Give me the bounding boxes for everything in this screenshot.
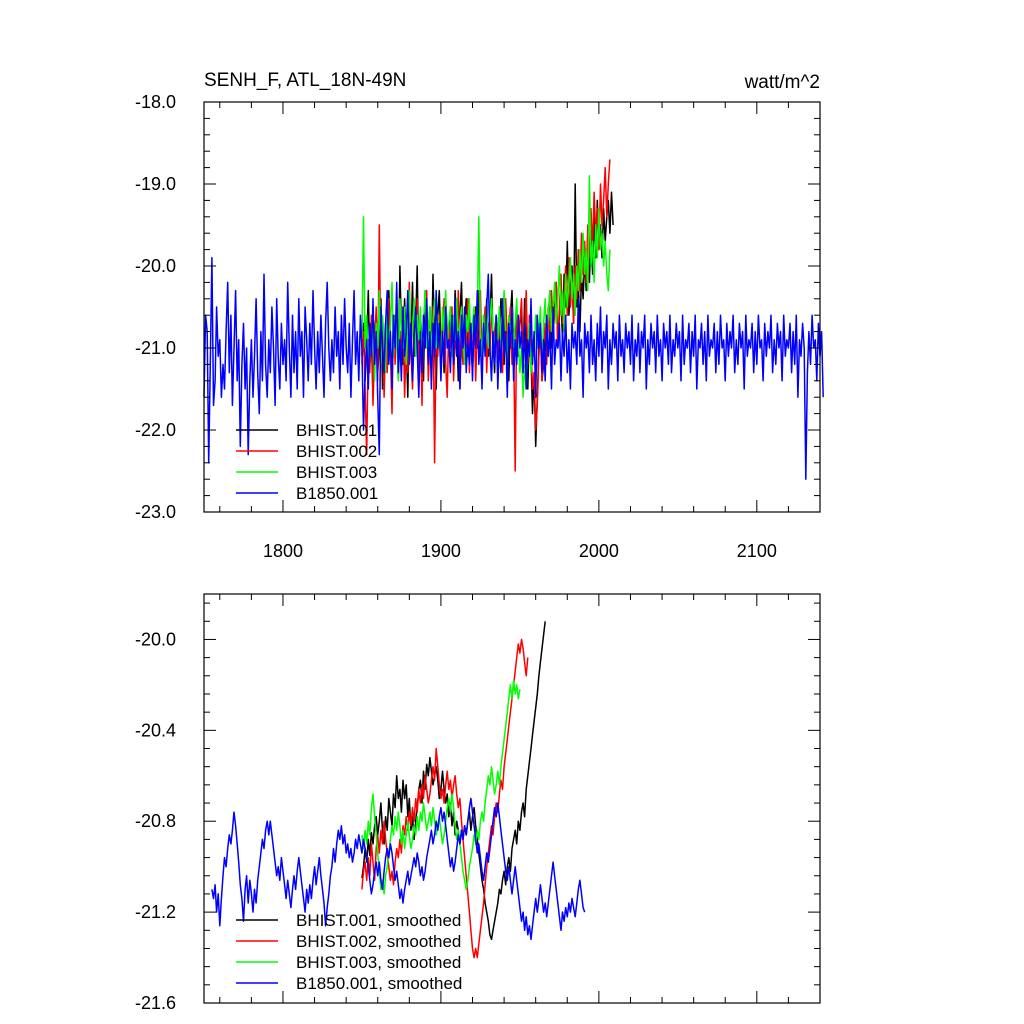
y-tick-label: -20.0: [135, 629, 176, 649]
top-series-group: [203, 159, 824, 480]
legend-label: BHIST.002: [296, 442, 377, 461]
bottom-panel: -20.0 -20.4 -20.8 -21.2 -21.6 BHIST.001, smo…: [135, 593, 821, 1013]
series-line-1-1: [361, 638, 529, 959]
y-tick-label: -23.0: [135, 502, 176, 522]
y-tick-label: -19.0: [135, 174, 176, 194]
series-line-0-3: [203, 257, 824, 480]
plot-frame: [203, 593, 821, 1004]
plot-frame: [203, 101, 821, 513]
y-tick-label: -21.6: [135, 993, 176, 1013]
legend-label: B1850.001: [296, 484, 378, 503]
y-tick-label: -20.8: [135, 811, 176, 831]
bottom-legend: BHIST.001, smoothed BHIST.002, smoothed BH…: [236, 911, 462, 993]
y-tick-label: -20.4: [135, 720, 176, 740]
legend-label: BHIST.001: [296, 421, 377, 440]
legend-label: BHIST.003: [296, 463, 377, 482]
y-tick-label: -21.0: [135, 338, 176, 358]
legend-label: B1850.001, smoothed: [296, 974, 462, 993]
series-line-1-3: [211, 797, 586, 941]
top-panel: SENH_F, ATL_18N-49N watt/m^2 -18.0-19.0-…: [135, 70, 824, 561]
y-tick-label: -22.0: [135, 420, 176, 440]
y-tick-label: -21.2: [135, 902, 176, 922]
y-tick-label: -20.0: [135, 256, 176, 276]
top-chart-title: SENH_F, ATL_18N-49N: [204, 70, 406, 91]
bottom-series-group: [211, 621, 586, 959]
x-tick-label: 2100: [737, 541, 777, 561]
y-tick-label: -18.0: [135, 92, 176, 112]
x-tick-label: 1900: [421, 541, 461, 561]
legend-label: BHIST.001, smoothed: [296, 911, 461, 930]
top-axes: -18.0 -19.0 -20.0 -21.0 -22.0 -23.0 1800 1900 20…: [135, 92, 821, 561]
x-tick-label: 1800: [263, 541, 303, 561]
top-legend: BHIST.001 BHIST.002 BHIST.003 B1850.001: [236, 421, 378, 503]
x-tick-label: 2000: [579, 541, 619, 561]
top-chart-units: watt/m^2: [744, 72, 820, 93]
bottom-axes: -20.0 -20.4 -20.8 -21.2 -21.6: [135, 593, 821, 1013]
legend-label: BHIST.002, smoothed: [296, 932, 461, 951]
legend-label: BHIST.003, smoothed: [296, 953, 461, 972]
